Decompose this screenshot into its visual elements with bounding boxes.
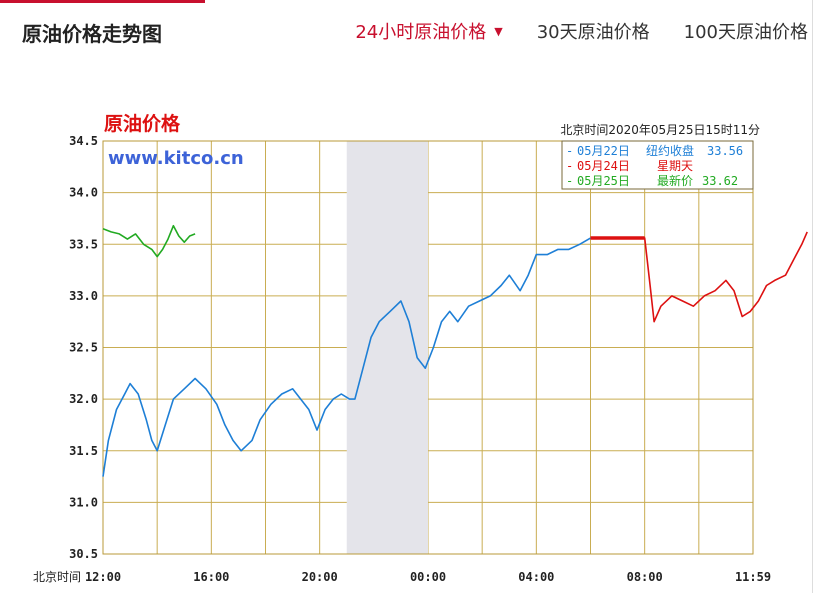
tick-labels: 34.5 34.0 33.5 33.0 32.5 32.0 31.5 31.0 30.5 12:0…	[69, 134, 771, 584]
tab-100d-label: 100天原油价格	[683, 22, 808, 43]
chart-frame	[102, 140, 754, 555]
y-tick-label: 34.5	[69, 134, 98, 148]
y-tick-label: 31.5	[69, 444, 98, 458]
series-line-1	[102, 237, 591, 477]
y-tick-label: 33.0	[69, 289, 98, 303]
legend-1-label: 纽约收盘	[646, 143, 694, 158]
legend-2-label: 星期天	[657, 159, 693, 173]
y-tick-label: 32.0	[69, 392, 98, 406]
tab-100d[interactable]: 100天原油价格	[684, 18, 808, 44]
timestamp: 北京时间2020年05月25日15时11分	[560, 123, 760, 137]
x-tick-label: 16:00	[193, 570, 229, 584]
legend-2-dash: -	[566, 159, 573, 173]
y-tick-label: 30.5	[69, 547, 98, 561]
caret-down-icon: ▼	[494, 24, 503, 38]
page-title: 原油价格走势图	[22, 22, 162, 46]
legend-3-dash: -	[566, 174, 573, 188]
x-tick-label: 04:00	[518, 570, 554, 584]
chart-title: 原油价格	[104, 112, 181, 135]
tab-24h[interactable]: 24小时原油价格 ▼	[355, 18, 502, 44]
right-divider	[812, 0, 813, 593]
tab-30d[interactable]: 30天原油价格	[537, 18, 650, 44]
watermark: www.kitco.cn	[108, 148, 244, 169]
series-line-2	[590, 231, 808, 323]
legend: - 05月22日 纽约收盘 33.56 - 05月24日 星期天 - 05月25…	[561, 140, 754, 190]
y-tick-label: 31.0	[69, 495, 98, 509]
shaded-session	[346, 141, 428, 554]
x-tick-label: 20:00	[302, 570, 338, 584]
legend-3-date: 05月25日	[577, 174, 630, 188]
series-line-3	[102, 224, 196, 258]
y-tick-label: 32.5	[69, 341, 98, 355]
top-accent-bar	[0, 0, 205, 3]
x-tick-label: 00:00	[410, 570, 446, 584]
tab-bar: 24小时原油价格 ▼ 30天原油价格 100天原油价格	[355, 18, 808, 44]
tab-24h-label: 24小时原油价格	[355, 22, 487, 43]
tab-30d-label: 30天原油价格	[536, 22, 650, 43]
y-tick-label: 33.5	[69, 237, 98, 251]
legend-1-dash: -	[566, 144, 573, 158]
legend-1-value: 33.56	[707, 144, 743, 158]
series-layer	[102, 224, 808, 477]
legend-3-label: 最新价	[657, 173, 693, 188]
x-tick-label: 08:00	[627, 570, 663, 584]
y-tick-label: 34.0	[69, 186, 98, 200]
legend-1-date: 05月22日	[577, 144, 630, 158]
legend-3-value: 33.62	[702, 174, 738, 188]
x-tick-label: 11:59	[735, 570, 771, 584]
x-axis-label: 北京时间	[33, 570, 81, 584]
x-tick-label: 12:00	[85, 570, 121, 584]
legend-2-date: 05月24日	[577, 159, 630, 173]
